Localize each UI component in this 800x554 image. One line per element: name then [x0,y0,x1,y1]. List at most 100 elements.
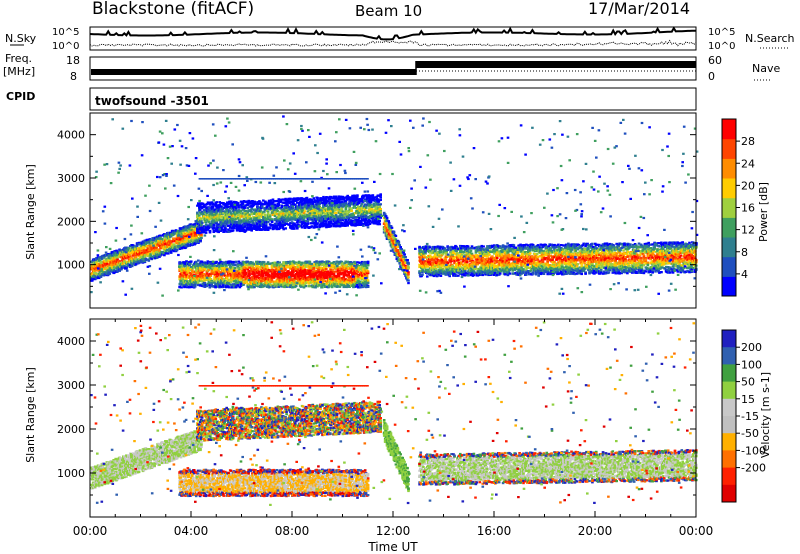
pixel [325,268,328,270]
pixel [325,265,328,267]
pixel [205,222,208,224]
pixel [235,261,238,263]
pixel [214,285,217,287]
pixel [367,280,370,282]
pixel [204,282,207,284]
pixel [232,229,235,231]
pixel [198,214,201,216]
nsearch-tick-bottom: 10^0 [708,41,735,52]
pixel [212,206,215,208]
nsearch-line [90,41,696,46]
pixel [176,249,179,251]
nsky-tick-top: 10^5 [52,27,79,38]
pixel [367,270,370,272]
pixel [367,261,370,263]
pixel [366,267,369,269]
pixel [216,201,219,203]
beam-title: Beam 10 [355,2,422,20]
power-scatter [90,115,698,296]
pixel [249,218,252,220]
pixel [367,282,370,284]
nave-label: Nave [752,62,780,75]
pixel [305,285,308,287]
pixel [229,210,232,212]
pixel [311,263,314,265]
pixel [230,281,233,283]
pixel [271,279,274,281]
freq-label-2: [MHz] [3,65,35,78]
freq-bar-high [416,61,696,68]
pixel [118,260,121,262]
freq-label-1: Freq. [5,52,32,65]
pixel [135,256,138,258]
pixel [215,261,218,263]
pixel [148,260,151,262]
pixel [131,265,134,267]
cpid-label: CPID [6,90,35,103]
pixel [321,286,324,288]
pixel [278,261,281,263]
pixel [244,273,247,275]
freq-panel: Freq. [MHz] 18 8 60 0 Nave [3,52,780,83]
freq-tick-bottom: 8 [70,70,77,83]
pixel [106,263,109,265]
pixel [244,207,247,209]
pixel [262,275,265,277]
nsky-panel: N.Sky 10^5 10^0 10^5 10^0 N.Search [5,27,795,52]
freq-tick-top: 18 [66,54,80,67]
pixel [155,247,158,249]
pixel [239,218,242,220]
freq-bar-low [91,69,416,75]
pixel [234,267,237,269]
pixel [349,261,352,263]
pixel [253,272,256,274]
pixel [208,207,211,209]
station-title: Blackstone (fitACF) [92,0,254,19]
pixel [263,261,266,263]
pixel [301,263,304,265]
cpid-value: twofsound -3501 [95,94,209,108]
pixel [244,225,247,227]
pixel [295,285,298,287]
nsearch-label: N.Search [745,32,795,45]
pixel [248,277,251,279]
pixel [210,275,213,277]
pixel [200,237,203,239]
pixel [233,227,236,229]
pixel [190,260,193,262]
pixel [201,222,204,224]
pixel [367,286,370,288]
pixel [109,273,112,275]
nsky-line [90,28,696,39]
date-title: 17/Mar/2014 [588,0,690,18]
nsky-tick-bottom: 10^0 [52,41,79,52]
nsky-label: N.Sky [5,32,37,45]
pixel [367,264,370,266]
nave-tick-bottom: 0 [708,70,715,83]
pixel [208,227,211,229]
pixel [328,285,331,287]
pixel [250,229,253,231]
pixel [266,265,269,267]
nave-tick-top: 60 [708,54,722,67]
pixel [167,252,170,254]
pixel [189,263,192,265]
pixel [318,284,321,286]
pixel [331,286,334,288]
pixel [244,272,247,274]
pixel [224,228,227,230]
pixel [205,232,208,234]
pixel [209,231,212,233]
pixel [284,269,287,271]
pixel [194,284,197,286]
nsearch-tick-top: 10^5 [708,27,735,38]
cpid-panel: CPID twofsound -3501 [6,88,696,110]
pixel [180,286,183,288]
pixel [196,212,199,214]
figure: Blackstone (fitACF) Beam 10 17/Mar/2014 … [0,0,800,554]
pixel [159,235,162,237]
pixel [270,281,273,283]
pixel [237,284,240,286]
pixel [366,274,369,276]
